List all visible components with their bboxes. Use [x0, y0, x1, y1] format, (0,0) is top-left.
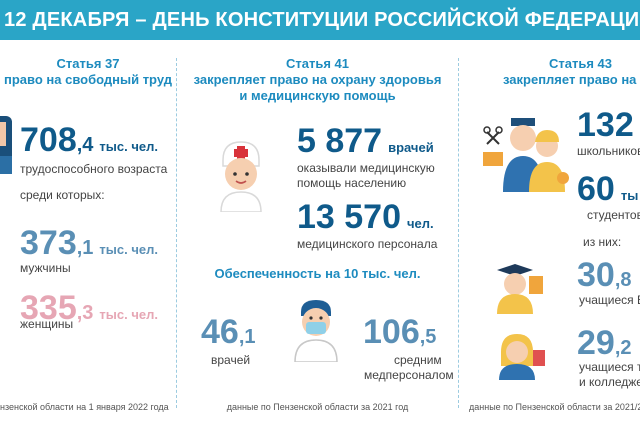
ratio-nurses-label-2: медперсоналом: [364, 368, 454, 382]
staff-label: медицинского персонала: [297, 237, 438, 251]
footnote: нзенской области на 1 января 2022 года: [0, 402, 169, 412]
college-student-icon: [499, 334, 545, 380]
column-divider: [176, 58, 177, 408]
schoolchildren-count: 132: [577, 106, 634, 144]
article-41-heading: Статья 41: [285, 56, 349, 71]
workers-total-label: трудоспособного возраста: [20, 162, 168, 176]
doctors-label-1: оказывали медицинскую: [297, 161, 435, 175]
article-41-subtitle-2: и медицинскую помощь: [239, 88, 396, 103]
article-37-column: Статья 37 право на свободный труд 708,4 т…: [0, 40, 176, 427]
university-student-icon: [497, 264, 543, 314]
staff-count: 13 570 чел.: [297, 198, 434, 236]
article-37-subtitle: право на свободный труд: [4, 72, 172, 87]
doctors-count: 5 877 врачей: [297, 122, 434, 160]
article-43-subtitle: закрепляет право на обр: [503, 72, 640, 87]
students-icon: [483, 118, 569, 192]
of-them-label: из них:: [583, 235, 622, 249]
colleges-label-2: и колледже: [579, 375, 640, 389]
colleges-label-1: учащиеся те: [579, 360, 640, 374]
ratio-doctors-label: врачей: [211, 353, 251, 367]
ratio-doctors: 46,1: [201, 313, 256, 351]
worker-icon: [0, 116, 12, 174]
article-41-subtitle-1: закрепляет право на охрану здоровья: [193, 72, 442, 87]
among-label: среди которых:: [20, 188, 105, 202]
women-label: женщины: [20, 317, 74, 331]
article-41-column: Статья 41 закрепляет право на охрану здо…: [177, 40, 458, 427]
students-count: 60 ты: [577, 170, 639, 208]
ratio-title: Обеспеченность на 10 тыс. чел.: [214, 266, 421, 281]
university-count: 30,8: [577, 256, 632, 294]
column-divider: [458, 58, 459, 408]
men-label: мужчины: [20, 261, 71, 275]
article-43-heading: Статья 43: [549, 56, 613, 71]
ratio-nurses: 106,5: [363, 313, 437, 351]
workers-total: 708,4 тыс. чел.: [20, 121, 158, 159]
doctor-icon: [294, 300, 338, 362]
schoolchildren-label: школьников: [577, 144, 640, 158]
page-title: 12 ДЕКАБРЯ – ДЕНЬ КОНСТИТУЦИИ РОССИЙСКОЙ…: [4, 9, 640, 31]
footnote: данные по Пензенской области за 2021 год: [226, 402, 409, 412]
colleges-count: 29,2: [577, 324, 632, 362]
women-count: 335,3 тыс. чел.: [20, 289, 158, 327]
article-43-column: Статья 43 закрепляет право на обр 132 шк…: [459, 40, 640, 427]
university-label: учащиеся В: [579, 293, 640, 307]
men-count: 373,1 тыс. чел.: [20, 224, 158, 262]
ratio-nurses-label-1: средним: [394, 353, 442, 367]
footnote: данные по Пензенской области за 2021/2: [469, 402, 640, 412]
doctors-label-2: помощь населению: [297, 176, 407, 190]
title-banner: 12 ДЕКАБРЯ – ДЕНЬ КОНСТИТУЦИИ РОССИЙСКОЙ…: [0, 0, 640, 40]
article-37-heading: Статья 37: [56, 56, 120, 71]
students-label: студентов,: [587, 208, 640, 222]
nurse-icon: [220, 141, 262, 212]
